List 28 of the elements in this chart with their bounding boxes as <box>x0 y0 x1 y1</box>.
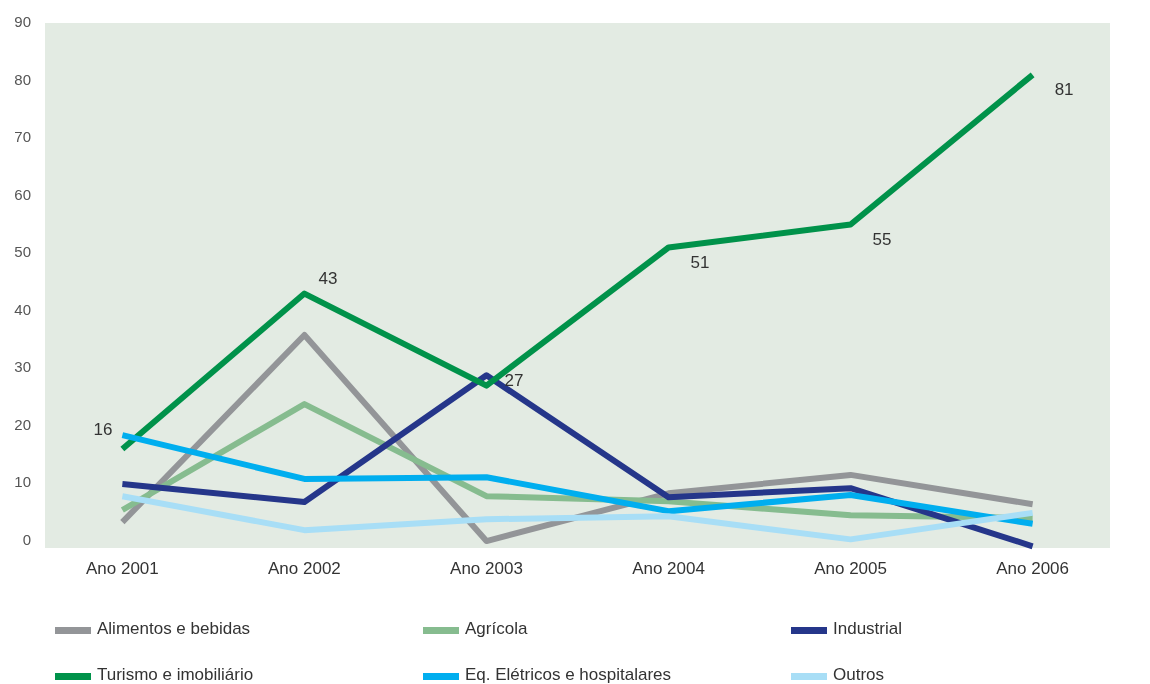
x-tick-label: Ano 2001 <box>85 559 159 579</box>
x-tick-label: Ano 2003 <box>450 559 523 579</box>
data-label: 27 <box>504 371 524 391</box>
x-tick-label: Ano 2005 <box>814 559 887 579</box>
data-label: 81 <box>1054 80 1074 100</box>
y-tick-label: 40 <box>14 300 31 318</box>
y-tick-label: 60 <box>14 185 31 203</box>
legend-label: Outros <box>833 665 885 684</box>
y-tick-label: 80 <box>14 70 31 88</box>
x-tick-label: Ano 2004 <box>632 559 705 579</box>
data-label: 43 <box>318 269 338 289</box>
y-tick-label: 0 <box>22 531 31 549</box>
legend-label: Alimentos e bebidas <box>97 619 251 639</box>
data-label: 51 <box>690 252 710 272</box>
data-label: 55 <box>872 229 892 249</box>
y-tick-label: 30 <box>14 358 31 376</box>
y-tick-label: 70 <box>14 128 31 146</box>
y-tick-label: 50 <box>14 243 31 261</box>
x-tick-label: Ano 2006 <box>996 559 1070 579</box>
data-label: 16 <box>93 420 113 440</box>
legend-label: Industrial <box>833 619 902 639</box>
x-tick-label: Ano 2002 <box>268 559 341 579</box>
legend-label: Eq. Elétricos e hospitalares <box>465 665 671 684</box>
legend-label: Turismo e imobiliário <box>97 665 254 684</box>
y-tick-label: 20 <box>14 415 31 433</box>
legend-label: Agrícola <box>465 619 528 639</box>
y-tick-label: 90 <box>14 12 31 30</box>
y-tick-label: 10 <box>14 473 31 491</box>
